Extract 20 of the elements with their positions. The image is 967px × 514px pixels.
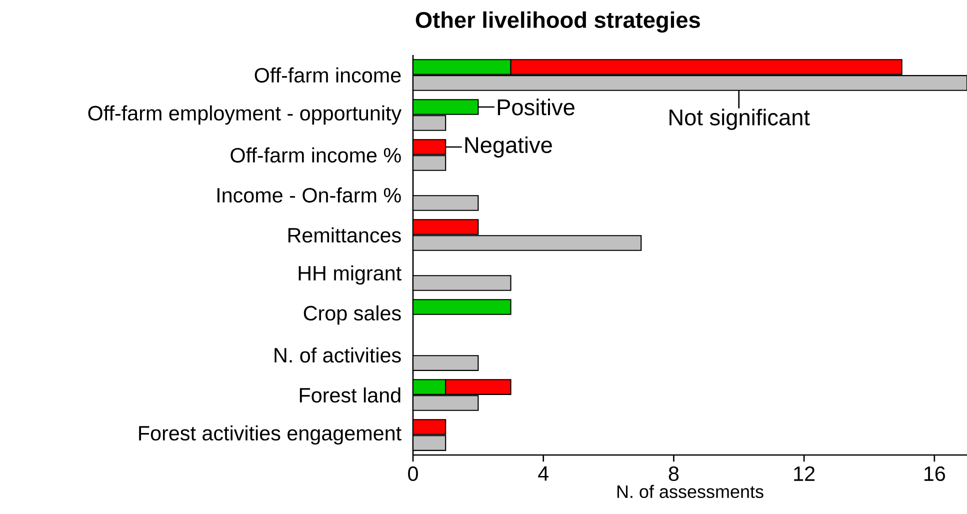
y-tick-label: N. of activities [274, 347, 401, 363]
annotation: Positive [498, 98, 574, 116]
y-tick-label: Income - On-farm % [217, 187, 401, 203]
y-tick-label: Off-farm income [254, 67, 401, 83]
annotation: Not significant [670, 108, 810, 130]
x-tick-label: 12 [794, 466, 815, 481]
y-tick-label: HH migrant [298, 265, 402, 285]
y-tick-label: Forest land [300, 387, 400, 403]
x-tick-label: 0 [408, 466, 418, 482]
y-tick-label: Off-farm employment - opportunity [88, 105, 402, 125]
y-tick-label: Crop sales [304, 305, 401, 325]
chart-title: Other livelihood strategies [416, 11, 700, 33]
y-tick-label: Off-farm income % [230, 147, 401, 163]
x-tick-label: 8 [668, 466, 679, 482]
x-tick-label: 4 [538, 466, 548, 481]
y-tick-label: Remittances [288, 227, 401, 243]
annotation: Negative [465, 136, 552, 158]
x-tick-label: 16 [924, 466, 945, 482]
y-tick-label: Forest activities engagement [139, 425, 402, 445]
x-axis-title: N. of assessments [617, 484, 764, 498]
